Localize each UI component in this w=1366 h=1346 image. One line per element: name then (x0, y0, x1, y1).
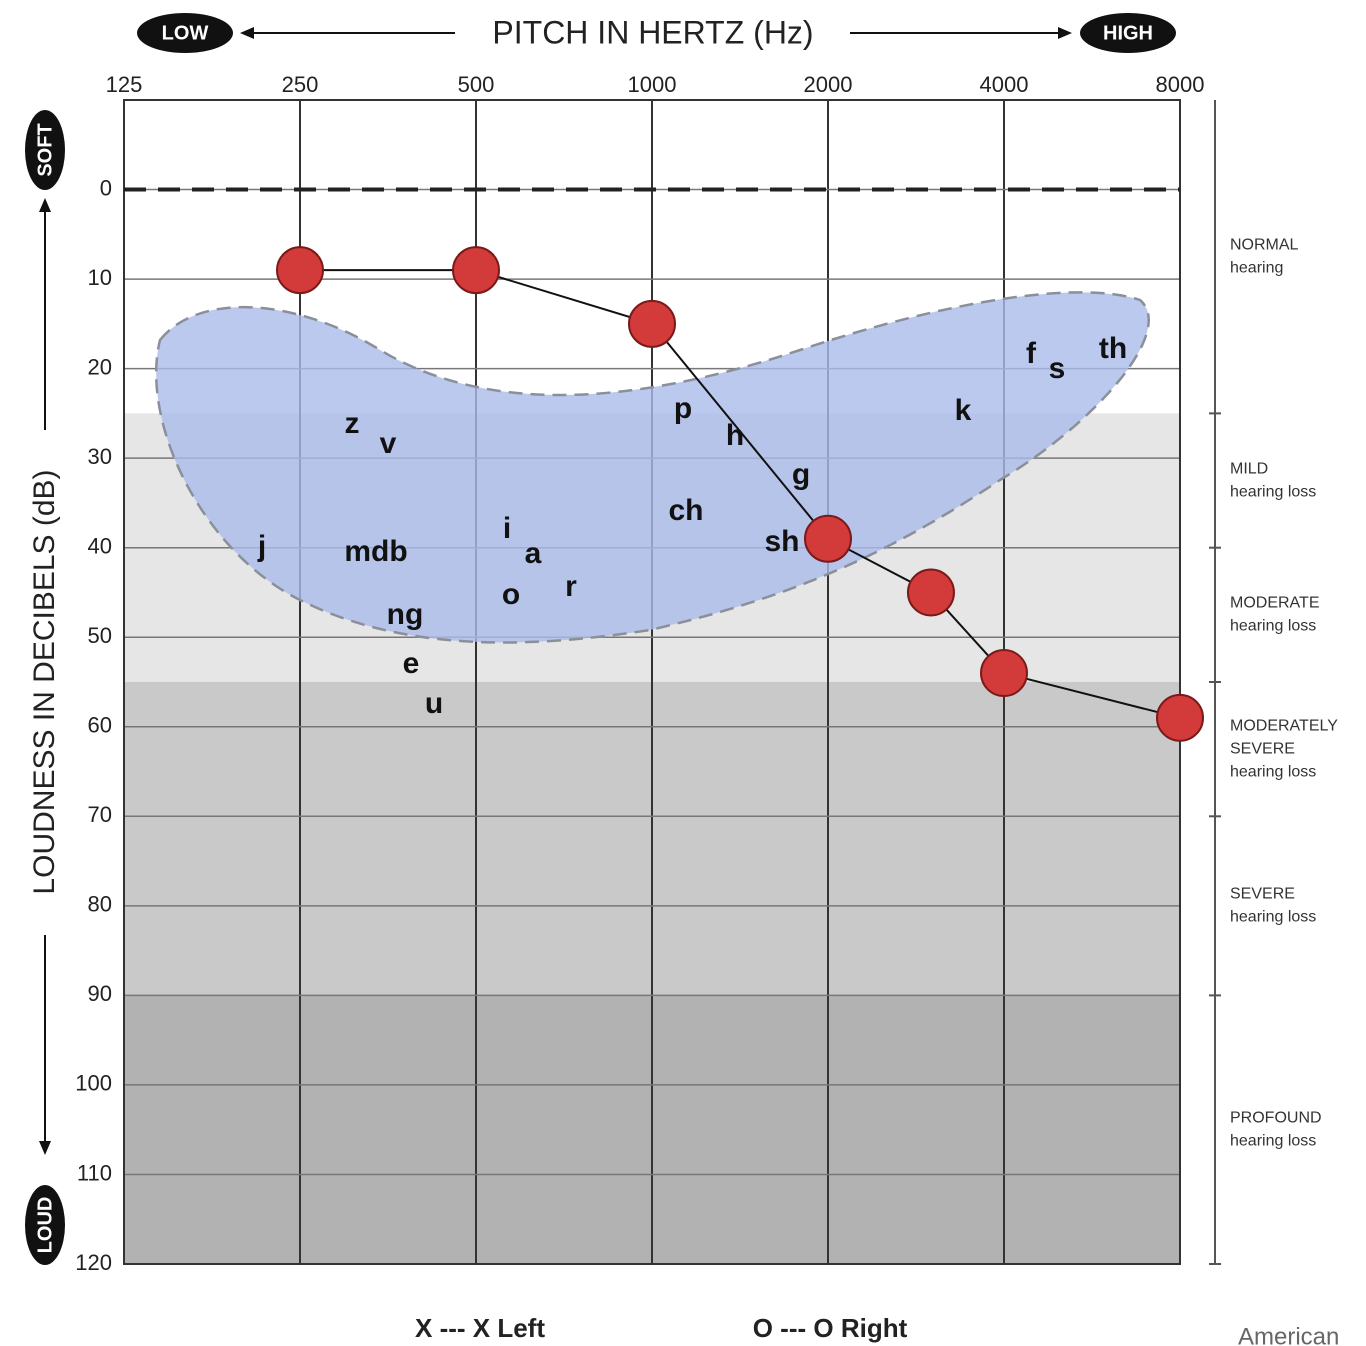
level-label: MILD (1230, 460, 1268, 477)
level-label: MODERATE (1230, 595, 1319, 612)
speech-sound: j (257, 530, 266, 563)
speech-sound: s (1049, 352, 1066, 385)
level-label: hearing loss (1230, 909, 1316, 926)
y-tick-label: 110 (77, 1160, 112, 1185)
speech-sound: th (1099, 332, 1127, 365)
level-label: hearing loss (1230, 763, 1316, 780)
level-label: hearing loss (1230, 618, 1316, 635)
y-tick-label: 10 (88, 265, 112, 290)
y-tick-label: 80 (88, 892, 112, 917)
level-label: hearing loss (1230, 1132, 1316, 1149)
speech-sound: g (792, 458, 810, 491)
speech-sound: r (565, 570, 577, 603)
level-label: NORMAL (1230, 236, 1299, 253)
speech-sound: p (674, 392, 692, 425)
speech-sound: i (503, 512, 511, 545)
level-label: hearing loss (1230, 483, 1316, 500)
speech-sound: mdb (344, 535, 407, 568)
y-tick-label: 120 (75, 1250, 112, 1275)
speech-sound: ch (668, 494, 703, 527)
arrow-head (39, 198, 51, 212)
arrow-head (240, 27, 254, 39)
speech-sound: a (525, 537, 542, 570)
series (276, 246, 1204, 742)
x-high-label: HIGH (1103, 22, 1153, 44)
low-pill (137, 13, 233, 53)
y-tick-label: 20 (88, 354, 112, 379)
speech-sound: e (403, 647, 420, 680)
soft-pill (25, 110, 65, 190)
legend-item: O --- O Right (753, 1313, 908, 1343)
level-label: SEVERE (1230, 886, 1295, 903)
y-top-label: SOFT (34, 123, 56, 176)
arrow-head (39, 1141, 51, 1155)
speech-sound: h (726, 419, 744, 452)
speech-sound: u (425, 687, 443, 720)
x-low-label: LOW (162, 22, 209, 44)
y-tick-label: 60 (88, 713, 112, 738)
data-point (276, 246, 324, 295)
x-tick-label: 4000 (980, 72, 1029, 97)
speech-sound: k (955, 394, 972, 427)
level-label: SEVERE (1230, 740, 1295, 757)
y-tick-label: 30 (88, 444, 112, 469)
x-tick-label: 2000 (804, 72, 853, 97)
plot-frame (123, 99, 1181, 1265)
hearing-levels: NORMAL hearing MILD hearing loss MODERATE hea… (1209, 100, 1338, 1265)
y-tick-label: 50 (88, 623, 112, 648)
level-label: PROFOUND (1230, 1109, 1322, 1126)
data-point (906, 568, 955, 617)
data-point (452, 246, 500, 295)
loud-pill (25, 1185, 65, 1265)
speech-banana (155, 291, 1150, 644)
speech-sound: ng (387, 598, 424, 631)
x-tick-label: 125 (106, 72, 143, 97)
speech-sound: o (502, 578, 520, 611)
level-label: hearing (1230, 259, 1283, 276)
speech-sound: z (345, 407, 360, 440)
speech-sound: f (1026, 337, 1037, 370)
data-point (980, 649, 1028, 698)
data-point (628, 299, 676, 348)
source: American (1238, 1323, 1339, 1346)
x-tick-label: 250 (282, 72, 319, 97)
arrow-head (1058, 27, 1072, 39)
x-tick-label: 8000 (1156, 72, 1205, 97)
speech-sound: v (380, 427, 397, 460)
y-tick-label: 40 (88, 534, 112, 559)
y-axis-label: LOUDNESS IN DECIBELS (dB) (28, 469, 61, 894)
y-tick-label: 100 (75, 1071, 112, 1096)
x-tick-label: 500 (458, 72, 495, 97)
data-point (804, 514, 852, 563)
y-tick-label: 90 (88, 981, 112, 1006)
x-tick-label: 1000 (628, 72, 677, 97)
y-bottom-label: LOUD (34, 1197, 56, 1254)
data-point (1156, 693, 1204, 742)
speech-sounds: j zv mdb ng eu iao r p h ch g sh k f sth (257, 332, 1127, 720)
y-tick-label: 0 (100, 175, 112, 200)
high-pill (1080, 13, 1176, 53)
y-tick-label: 70 (88, 802, 112, 827)
legend-item: X --- X Left (415, 1313, 545, 1343)
level-label: MODERATELY (1230, 717, 1338, 734)
speech-sound: sh (764, 525, 799, 558)
chart-title: PITCH IN HERTZ (Hz) (492, 14, 813, 50)
